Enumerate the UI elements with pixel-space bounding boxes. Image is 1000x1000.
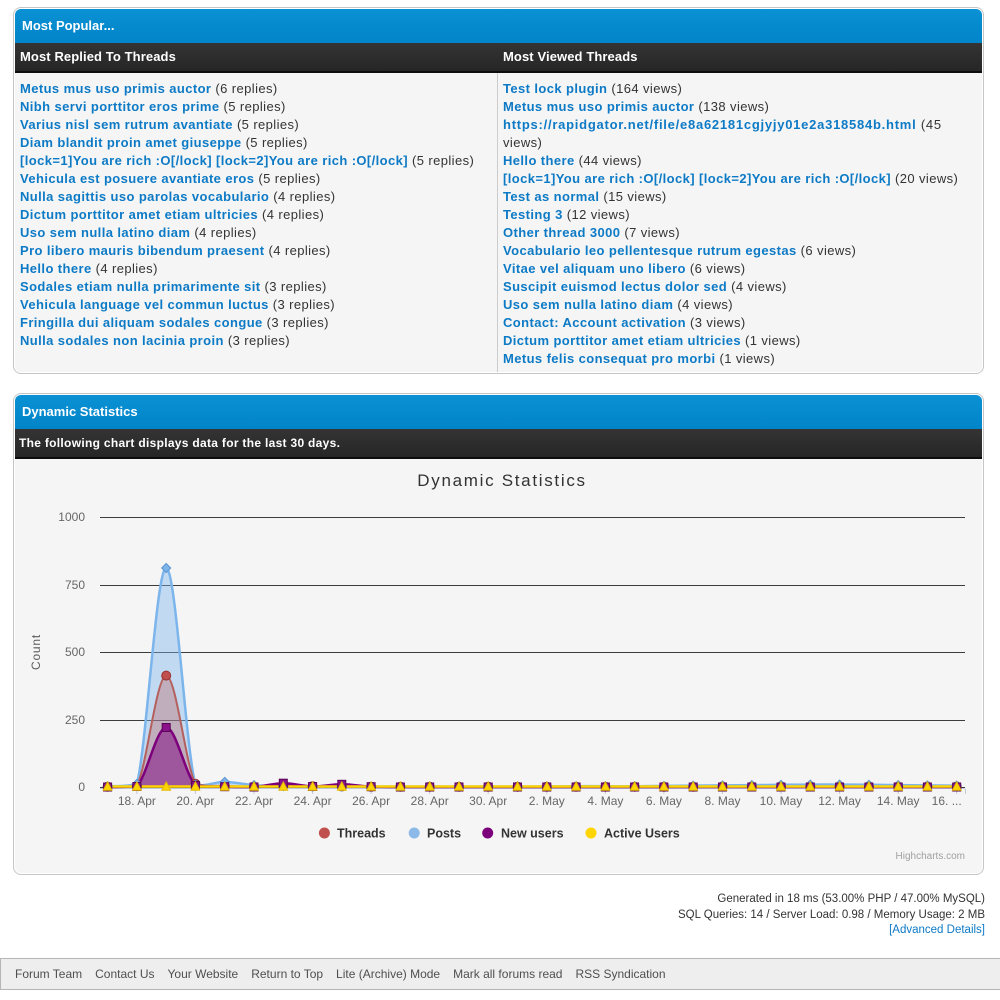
svg-text:Active Users: Active Users — [604, 827, 680, 841]
svg-text:10. May: 10. May — [760, 794, 803, 808]
svg-text:18. Apr: 18. Apr — [118, 794, 156, 808]
svg-text:22. Apr: 22. Apr — [235, 794, 273, 808]
svg-text:Posts: Posts — [427, 827, 461, 841]
svg-text:12. May: 12. May — [818, 794, 861, 808]
svg-text:Count: Count — [29, 634, 43, 670]
svg-text:26. Apr: 26. Apr — [352, 794, 390, 808]
svg-text:6. May: 6. May — [646, 794, 682, 808]
svg-text:New users: New users — [501, 827, 564, 841]
svg-text:20. Apr: 20. Apr — [176, 794, 214, 808]
svg-text:4. May: 4. May — [587, 794, 623, 808]
svg-text:Dynamic Statistics: Dynamic Statistics — [417, 471, 586, 490]
svg-text:0: 0 — [78, 780, 85, 794]
svg-text:Threads: Threads — [337, 827, 386, 841]
svg-text:1000: 1000 — [58, 510, 85, 524]
svg-text:2. May: 2. May — [529, 794, 565, 808]
svg-text:250: 250 — [65, 713, 85, 727]
svg-text:16. ...: 16. ... — [932, 794, 962, 808]
svg-text:750: 750 — [65, 578, 85, 592]
svg-text:Highcharts.com: Highcharts.com — [896, 851, 965, 862]
svg-text:500: 500 — [65, 645, 85, 659]
svg-text:24. Apr: 24. Apr — [294, 794, 332, 808]
svg-text:14. May: 14. May — [877, 794, 920, 808]
svg-text:30. Apr: 30. Apr — [469, 794, 507, 808]
svg-text:8. May: 8. May — [704, 794, 740, 808]
svg-text:28. Apr: 28. Apr — [411, 794, 449, 808]
